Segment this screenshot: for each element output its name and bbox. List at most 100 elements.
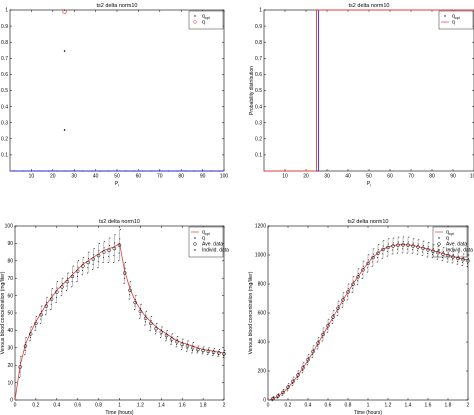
chart-title: ts2 delta norm10	[97, 3, 138, 9]
legend-marker-circle	[193, 242, 197, 246]
legend-label: qopt	[452, 14, 460, 20]
x-tick-label: 0.2	[285, 403, 292, 409]
average-data-point	[211, 350, 216, 354]
individual-data-point	[61, 290, 63, 292]
individual-data-point	[82, 269, 84, 271]
average-data-point	[326, 324, 330, 328]
individual-data-point	[392, 249, 394, 251]
individual-data-point	[313, 345, 315, 347]
individual-data-point	[201, 353, 203, 355]
x-axis-label-sub: i	[370, 184, 371, 188]
x-tick-label: 0.8	[345, 403, 352, 409]
individual-data-point	[412, 242, 414, 244]
individual-data-point	[78, 260, 79, 262]
individual-data-point	[109, 237, 111, 239]
individual-data-point	[407, 241, 409, 243]
x-axis-label: Pi	[367, 181, 371, 188]
individual-data-point	[436, 258, 438, 260]
individual-data-point	[149, 326, 151, 328]
individual-data-point	[346, 299, 348, 301]
individual-data-point	[447, 252, 449, 254]
average-data-point	[81, 264, 85, 268]
individual-data-point	[351, 291, 353, 293]
individual-data-point	[113, 255, 115, 257]
individual-data-point	[387, 251, 389, 253]
average-data-point	[466, 259, 470, 263]
individual-data-point	[177, 335, 179, 337]
individual-data-point	[293, 376, 295, 378]
individual-data-point	[207, 354, 209, 356]
individual-data-point	[135, 295, 137, 297]
average-data-point	[301, 366, 305, 370]
individual-data-point	[311, 356, 313, 358]
average-data-point	[426, 248, 430, 252]
x-tick-label: 1	[367, 403, 370, 409]
individual-data-point	[140, 303, 142, 305]
x-tick-label: 0.6	[325, 403, 332, 409]
data-point-qopt	[63, 50, 66, 52]
average-data-point	[39, 312, 43, 317]
baseline-point	[48, 170, 49, 172]
average-data-point	[122, 271, 127, 275]
individual-data-point	[286, 390, 288, 392]
individual-data-point	[453, 250, 455, 252]
individual-data-point	[114, 234, 116, 236]
average-data-point	[391, 244, 395, 248]
individual-data-point	[338, 300, 340, 302]
legend-label-main: q	[446, 236, 449, 242]
x-tick-label: 1.6	[179, 403, 186, 409]
individual-data-point	[129, 294, 131, 296]
average-data-point	[451, 255, 455, 259]
individual-data-point	[67, 272, 69, 274]
y-tick-label: 70	[7, 276, 13, 282]
individual-data-point	[118, 252, 120, 254]
x-tick-label: 100	[470, 174, 474, 180]
y-tick-label: 0.6	[255, 72, 262, 78]
x-tick-label: 1.4	[405, 403, 412, 409]
individual-data-point	[139, 317, 141, 319]
y-tick-label: 0.3	[1, 120, 8, 126]
individual-data-point	[124, 268, 126, 270]
average-data-point	[331, 315, 335, 319]
individual-data-point	[160, 334, 162, 336]
baseline-point	[116, 170, 118, 172]
individual-data-point	[328, 318, 330, 320]
individual-data-point	[393, 237, 395, 239]
individual-data-point	[129, 286, 131, 288]
legend-label: Individ. data	[202, 248, 229, 254]
individual-data-point	[462, 256, 464, 258]
average-data-point	[446, 253, 450, 258]
average-data-point	[143, 316, 148, 320]
individual-data-point	[51, 294, 53, 296]
individual-data-point	[165, 340, 167, 342]
individual-data-point	[97, 261, 99, 263]
average-data-point	[217, 351, 221, 355]
baseline-point	[39, 170, 41, 172]
individual-data-point	[317, 340, 319, 342]
individual-data-point	[108, 255, 110, 257]
individual-data-point	[446, 261, 448, 263]
individual-data-point	[457, 255, 459, 257]
individual-data-point	[77, 266, 79, 268]
average-data-point	[117, 243, 122, 247]
y-tick-label: 100	[5, 224, 14, 230]
individual-data-point	[170, 343, 172, 345]
individual-data-point	[36, 315, 38, 317]
x-tick-label: 40	[345, 174, 351, 180]
y-tick-label: 0.1	[1, 153, 8, 159]
average-data-point	[456, 256, 460, 261]
y-tick-label: 0.9	[1, 24, 8, 30]
individual-data-point	[336, 315, 338, 317]
x-tick-label: 70	[157, 174, 163, 180]
average-data-point	[196, 347, 200, 352]
average-data-point	[107, 248, 111, 253]
average-data-point	[296, 373, 300, 377]
y-tick-label: 800	[258, 282, 267, 288]
baseline-point	[315, 170, 318, 172]
chart-title: ts2 delta norm10	[349, 3, 390, 9]
legend-label-main: q	[202, 20, 205, 26]
legend-label-main: Individ. data	[446, 248, 473, 254]
individual-data-point	[323, 327, 325, 329]
